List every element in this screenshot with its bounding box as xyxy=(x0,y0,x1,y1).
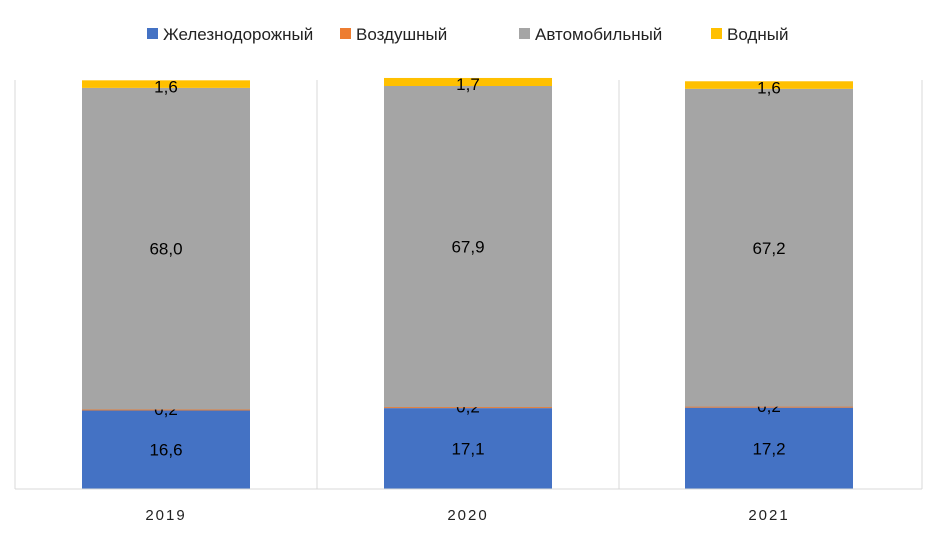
x-tick-label: 2020 xyxy=(447,507,488,524)
legend-item: Водный xyxy=(711,25,788,44)
data-label: 67,2 xyxy=(752,239,785,258)
legend-swatch xyxy=(519,28,530,39)
bar-segment-Водный-2020 xyxy=(384,77,552,87)
bar-segment-Автомобильный-2021 xyxy=(685,88,853,407)
bar-segment-Воздушный-2021 xyxy=(685,406,853,408)
legend-item: Воздушный xyxy=(340,25,447,44)
bar-segment-Железнодорожный-2021 xyxy=(685,407,853,489)
legend-label: Воздушный xyxy=(356,25,447,44)
bar-segment-Водный-2019 xyxy=(82,80,250,88)
bar-segment-Железнодорожный-2019 xyxy=(82,410,250,489)
data-label: 1,6 xyxy=(757,78,781,97)
plot-area: 16,60,268,01,617,10,267,91,717,20,267,21… xyxy=(14,75,923,489)
x-axis: 2019 2020 2021 xyxy=(15,488,922,524)
bar-segment-Водный-2021 xyxy=(685,81,853,89)
x-tick-label: 2019 xyxy=(145,507,186,524)
bar-segment-Воздушный-2019 xyxy=(82,408,250,411)
bar-segment-Автомобильный-2020 xyxy=(384,86,552,408)
data-label: 67,9 xyxy=(451,238,484,257)
legend-label: Автомобильный xyxy=(535,25,662,44)
legend-swatch xyxy=(711,28,722,39)
legend: Железнодорожный Воздушный Автомобильный Вод… xyxy=(147,25,788,44)
legend-label: Железнодорожный xyxy=(163,25,313,44)
bar-segment-Воздушный-2020 xyxy=(384,406,552,409)
bar-segment-Автомобильный-2019 xyxy=(82,87,250,410)
legend-label: Водный xyxy=(727,25,788,44)
legend-swatch xyxy=(340,28,351,39)
legend-swatch xyxy=(147,28,158,39)
x-tick-label: 2021 xyxy=(748,507,789,524)
data-label: 1,7 xyxy=(456,75,480,94)
legend-item: Железнодорожный xyxy=(147,25,313,44)
bar-segment-Железнодорожный-2020 xyxy=(384,408,552,489)
data-label: 1,6 xyxy=(154,77,178,96)
data-label: 17,2 xyxy=(752,439,785,458)
legend-item: Автомобильный xyxy=(519,25,662,44)
data-label: 16,6 xyxy=(149,441,182,460)
data-label: 17,1 xyxy=(451,440,484,459)
data-label: 68,0 xyxy=(149,240,182,259)
